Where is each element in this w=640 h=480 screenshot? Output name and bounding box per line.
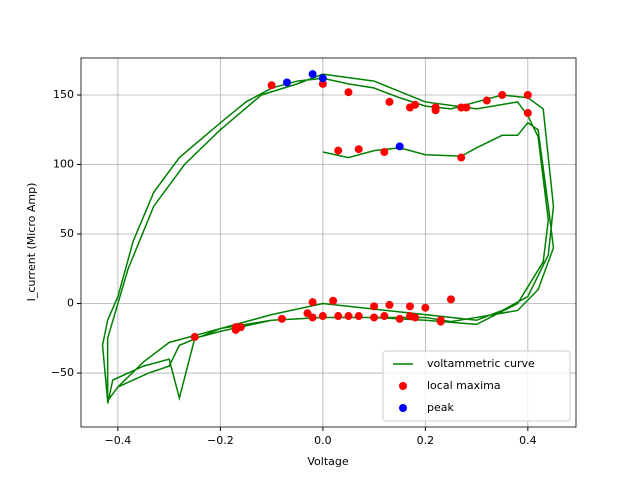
point — [354, 312, 363, 321]
legend-label: peak — [427, 401, 454, 414]
y-axis-label: I_current (Micro Amp) — [25, 183, 38, 302]
point — [385, 97, 394, 106]
point — [523, 90, 532, 99]
point — [318, 74, 327, 83]
x-tick-label: 0.4 — [519, 434, 537, 447]
point — [344, 312, 353, 321]
point — [354, 145, 363, 154]
point — [436, 317, 445, 326]
x-tick-label: −0.4 — [105, 434, 132, 447]
point — [446, 295, 455, 304]
legend-label: voltammetric curve — [427, 357, 535, 370]
x-tick-label: −0.2 — [207, 434, 234, 447]
point — [308, 313, 317, 322]
point — [334, 312, 343, 321]
point — [498, 90, 507, 99]
point — [267, 81, 276, 90]
y-tick-label: 150 — [53, 88, 74, 101]
point — [482, 96, 491, 105]
point — [329, 296, 338, 305]
point — [523, 109, 532, 118]
point — [395, 142, 404, 151]
curve — [101, 73, 555, 404]
x-axis-label: Voltage — [307, 455, 348, 468]
point — [385, 300, 394, 309]
point — [318, 312, 327, 321]
point — [318, 79, 327, 88]
legend-swatch — [399, 382, 407, 390]
point — [421, 303, 430, 312]
x-tick-label: 0.2 — [417, 434, 435, 447]
x-tick-label: 0.0 — [314, 434, 332, 447]
point — [334, 146, 343, 155]
y-tick-label: −50 — [51, 366, 74, 379]
point — [411, 313, 420, 322]
y-tick-label: 50 — [60, 227, 74, 240]
point — [190, 332, 199, 341]
point — [236, 323, 245, 332]
legend-label: local maxima — [427, 379, 501, 392]
plot-frame — [80, 57, 577, 428]
point — [380, 312, 389, 321]
point — [282, 78, 291, 87]
legend-box — [382, 350, 571, 422]
point — [308, 298, 317, 307]
point — [344, 88, 353, 97]
y-tick-label: 100 — [53, 158, 74, 171]
point — [431, 106, 440, 115]
point — [411, 100, 420, 109]
point — [277, 314, 286, 323]
point — [370, 302, 379, 311]
point — [395, 314, 404, 323]
point — [405, 302, 414, 311]
point — [308, 70, 317, 79]
y-tick-label: 0 — [67, 297, 74, 310]
point — [380, 147, 389, 156]
legend-swatch — [399, 404, 407, 412]
point — [457, 153, 466, 162]
point — [370, 313, 379, 322]
point — [462, 103, 471, 112]
